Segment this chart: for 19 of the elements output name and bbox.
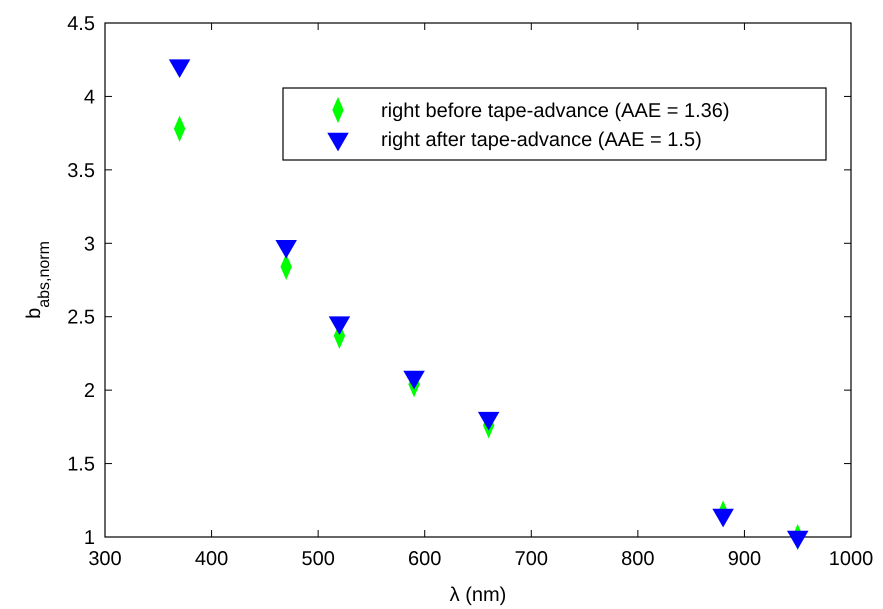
x-tick-label: 400 [194,548,228,570]
y-tick-label: 1.5 [67,454,95,476]
x-tick-label: 300 [88,548,122,570]
x-tick-label: 1000 [828,548,874,570]
x-tick-label: 800 [621,548,655,570]
y-tick-label: 3 [84,233,95,256]
x-tick-label: 500 [301,548,335,570]
y-tick-label: 3.5 [67,160,95,182]
y-tick-label: 4 [84,86,95,108]
y-tick-label: 2.5 [67,306,95,329]
y-tick-label: 2 [84,380,95,402]
y-tick-label: 1 [84,527,95,549]
x-tick-label: 900 [728,548,762,570]
x-tick-label: 700 [514,548,548,570]
legend-label: right after tape-advance (AAE = 1.5) [381,129,702,151]
x-axis-title: λ (nm) [450,584,506,606]
legend-label: right before tape-advance (AAE = 1.36) [381,100,730,122]
y-tick-label: 4.5 [67,13,95,35]
x-tick-label: 600 [408,548,442,570]
